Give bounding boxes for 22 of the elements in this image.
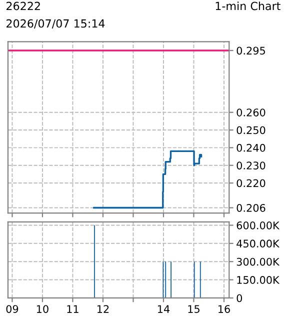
x-tick-label: 09	[6, 305, 18, 313]
x-tick-label: 15	[188, 305, 200, 313]
chart-title: 26222	[6, 2, 40, 10]
x-tick-label: 11	[67, 305, 78, 313]
y-tick-label: 0.220	[236, 179, 266, 188]
chart-subtitle: 2026/07/07 15:14	[6, 19, 105, 29]
x-tick-label: 16	[218, 305, 230, 313]
y-tick-label: 150.00K	[237, 276, 280, 284]
y-tick-label: 300.00K	[236, 258, 280, 266]
y-tick-label: 0.295	[236, 46, 265, 55]
text: 1-min Chart	[216, 2, 280, 10]
y-tick-label: 0.240	[236, 144, 266, 152]
y-tick-label: 0.230	[236, 162, 266, 170]
y-tick-label: 0.206	[236, 204, 266, 212]
y-tick-label: 0.250	[236, 126, 266, 134]
y-tick-label: 0	[236, 294, 242, 302]
y-tick-label: 0.260	[236, 108, 266, 116]
y-tick-label: 450.00K	[236, 240, 280, 248]
x-tick-label: 14	[158, 305, 170, 313]
x-tick-label: 10	[36, 305, 48, 313]
x-tick-label: 12	[97, 305, 109, 313]
y-tick-label: 600.00K	[236, 221, 280, 230]
